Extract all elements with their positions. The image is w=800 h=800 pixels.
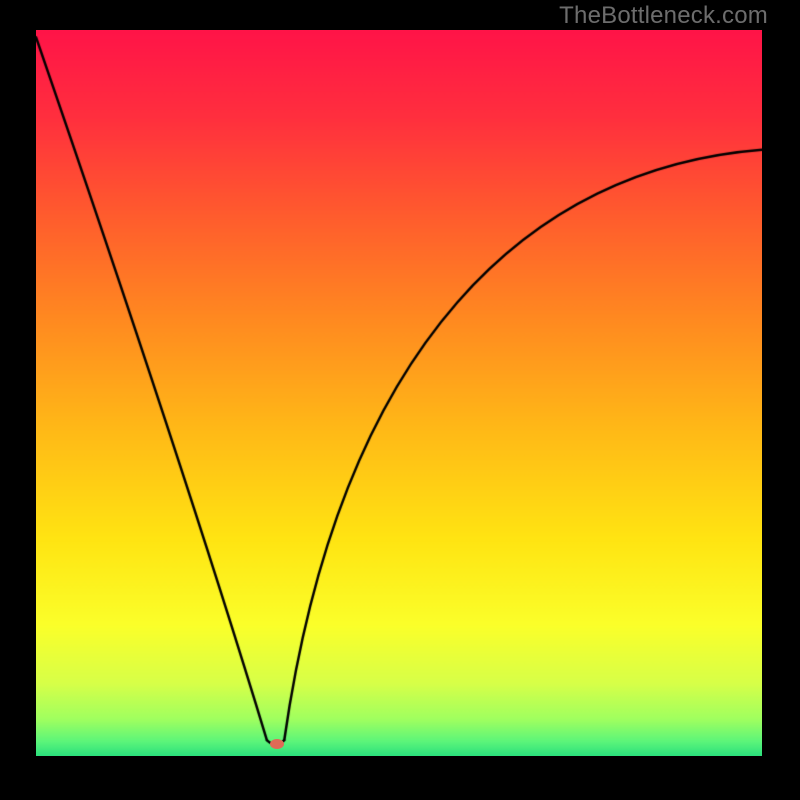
bottleneck-chart: TheBottleneck.com [0, 0, 800, 800]
watermark-text: TheBottleneck.com [559, 2, 768, 30]
optimal-point-marker [270, 739, 284, 749]
plot-area [36, 30, 762, 756]
bottleneck-curve [36, 30, 762, 756]
